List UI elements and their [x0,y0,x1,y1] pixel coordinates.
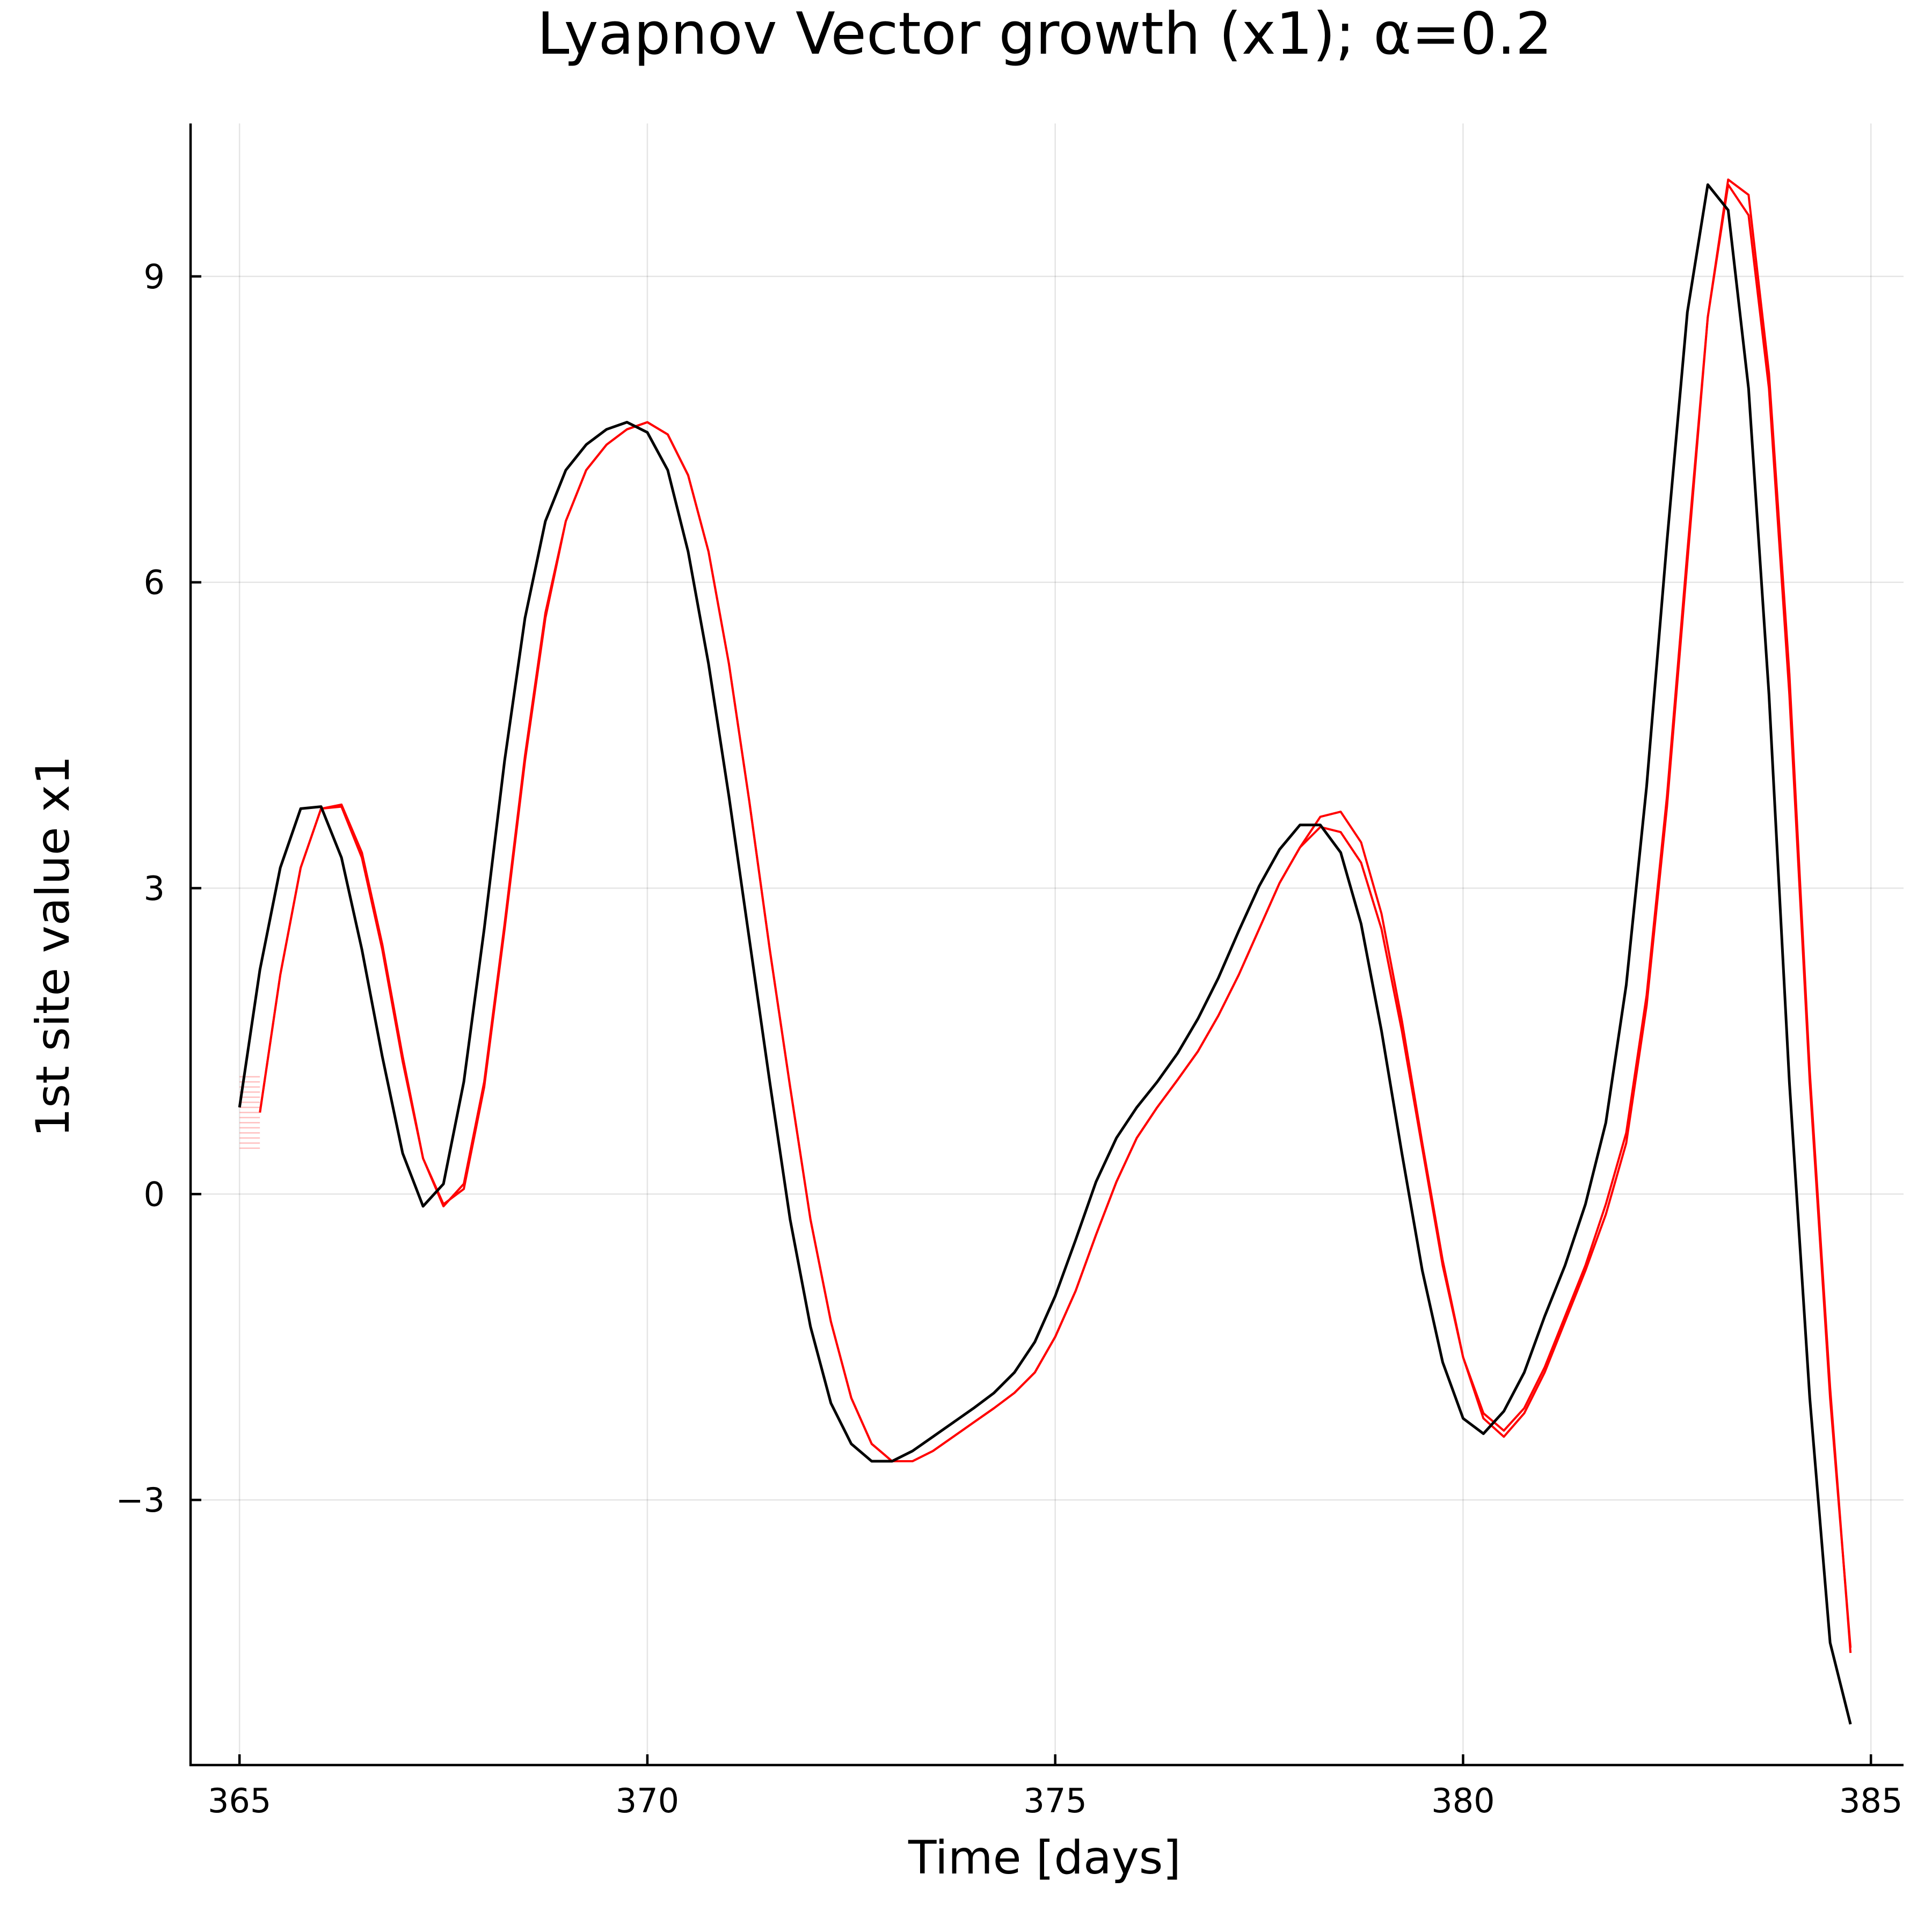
x-tick-label: 365 [208,1781,271,1820]
axes [189,123,1904,1767]
grid [191,123,1904,1765]
chart-title: Lyapnov Vector growth (x1); α=0.2 [537,1,1552,68]
x-axis-label: Time [days] [908,1831,1181,1885]
y-tick-label: 3 [144,869,165,908]
y-tick-label: −3 [116,1481,165,1520]
y-tick-label: 9 [144,257,165,296]
x-tick-label: 385 [1839,1781,1902,1820]
y-tick-label: 6 [144,563,165,602]
x-tick-label: 370 [616,1781,679,1820]
y-ticks: −3 0 3 6 9 [116,257,201,1520]
x-ticks: 365 370 375 380 385 [208,1754,1902,1820]
x-tick-label: 380 [1431,1781,1494,1820]
series-layer [238,178,1852,1725]
perturbed-trajectory-line [259,178,1852,1653]
reference-trajectory-line [238,183,1852,1725]
y-tick-label: 0 [144,1175,165,1214]
x-tick-label: 375 [1024,1781,1087,1820]
y-axis-label: 1st site value x1 [26,755,80,1137]
